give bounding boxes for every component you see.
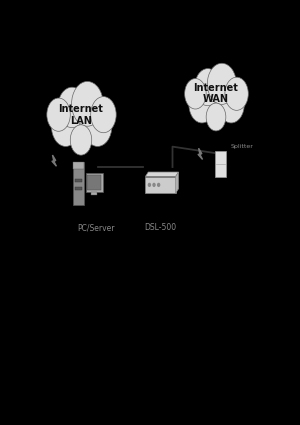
FancyBboxPatch shape bbox=[75, 179, 82, 182]
Circle shape bbox=[47, 98, 70, 131]
Circle shape bbox=[148, 184, 150, 186]
Polygon shape bbox=[52, 155, 56, 166]
Circle shape bbox=[195, 68, 221, 106]
Polygon shape bbox=[146, 172, 178, 176]
Circle shape bbox=[218, 86, 244, 123]
Text: DSL-500: DSL-500 bbox=[144, 223, 177, 232]
Circle shape bbox=[206, 103, 226, 131]
Text: Internet
WAN: Internet WAN bbox=[194, 83, 238, 104]
Text: PC/Server: PC/Server bbox=[77, 223, 115, 232]
FancyBboxPatch shape bbox=[74, 162, 84, 205]
Circle shape bbox=[72, 82, 103, 126]
Polygon shape bbox=[176, 172, 178, 193]
FancyBboxPatch shape bbox=[91, 192, 97, 195]
FancyBboxPatch shape bbox=[214, 150, 226, 177]
Circle shape bbox=[63, 93, 99, 145]
FancyBboxPatch shape bbox=[146, 176, 176, 193]
Circle shape bbox=[51, 106, 80, 147]
Circle shape bbox=[91, 96, 116, 133]
Circle shape bbox=[58, 87, 86, 128]
Circle shape bbox=[158, 184, 160, 186]
Text: Internet
LAN: Internet LAN bbox=[58, 104, 104, 125]
Circle shape bbox=[225, 77, 248, 110]
Circle shape bbox=[184, 79, 206, 109]
Circle shape bbox=[153, 184, 155, 186]
Circle shape bbox=[207, 63, 236, 105]
Circle shape bbox=[83, 106, 112, 147]
FancyBboxPatch shape bbox=[75, 187, 82, 190]
Circle shape bbox=[199, 74, 233, 122]
Circle shape bbox=[70, 125, 92, 155]
FancyBboxPatch shape bbox=[87, 175, 101, 190]
Polygon shape bbox=[198, 148, 202, 159]
Circle shape bbox=[189, 86, 215, 123]
Text: Splitter: Splitter bbox=[231, 144, 254, 149]
FancyBboxPatch shape bbox=[86, 173, 103, 192]
FancyBboxPatch shape bbox=[74, 162, 84, 169]
